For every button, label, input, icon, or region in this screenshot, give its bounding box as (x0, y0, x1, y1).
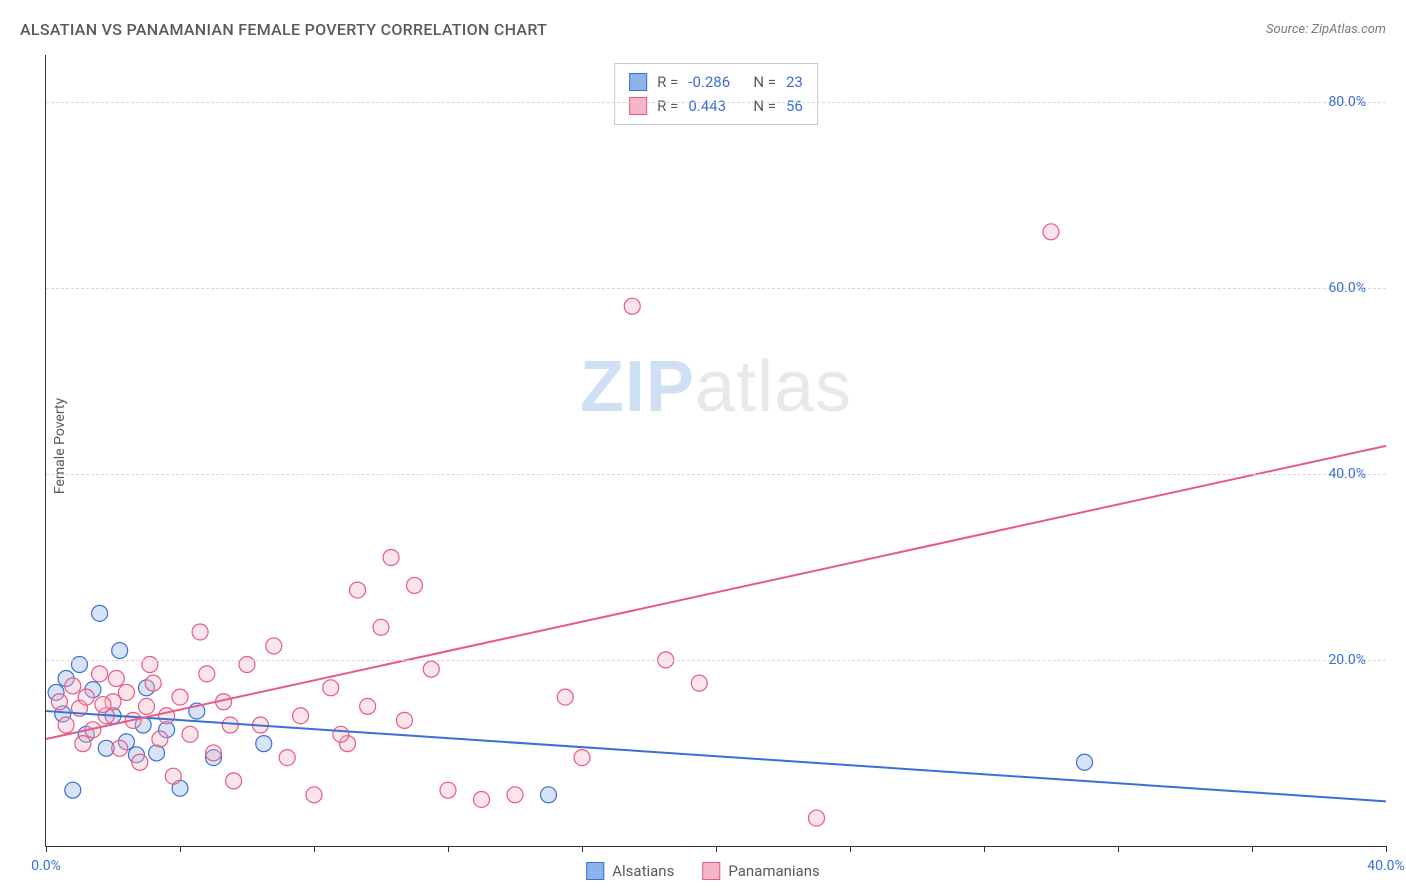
x-tick (180, 846, 181, 852)
data-point (92, 605, 108, 621)
data-point (222, 717, 238, 733)
data-point (51, 694, 67, 710)
legend-swatch (586, 862, 604, 880)
stat-n-value: 56 (786, 94, 803, 118)
data-point (279, 750, 295, 766)
data-point (165, 768, 181, 784)
data-point (350, 582, 366, 598)
data-point (383, 550, 399, 566)
x-tick (448, 846, 449, 852)
gridline (46, 288, 1386, 289)
y-tick-label: 60.0% (1328, 280, 1366, 296)
data-point (360, 698, 376, 714)
x-tick-label: 40.0% (1367, 858, 1405, 874)
legend-swatch (702, 862, 720, 880)
data-point (78, 689, 94, 705)
series-swatch (629, 73, 647, 91)
data-point (139, 698, 155, 714)
data-point (507, 787, 523, 803)
series-swatch (629, 97, 647, 115)
legend-item: Panamanians (702, 862, 819, 880)
data-point (132, 754, 148, 770)
chart-title: ALSATIAN VS PANAMANIAN FEMALE POVERTY CO… (20, 20, 547, 39)
x-tick (582, 846, 583, 852)
x-tick (46, 846, 47, 852)
data-point (1043, 224, 1059, 240)
data-point (396, 712, 412, 728)
data-point (1077, 754, 1093, 770)
stat-r-value: 0.443 (688, 94, 743, 118)
data-point (624, 298, 640, 314)
data-point (574, 750, 590, 766)
data-point (256, 736, 272, 752)
data-point (172, 689, 188, 705)
stat-r-label: R = (657, 94, 678, 118)
data-point (182, 726, 198, 742)
data-point (373, 619, 389, 635)
data-point (266, 638, 282, 654)
data-point (149, 745, 165, 761)
data-point (333, 726, 349, 742)
data-point (92, 666, 108, 682)
data-point (440, 782, 456, 798)
data-point (474, 791, 490, 807)
data-point (306, 787, 322, 803)
data-point (691, 675, 707, 691)
data-point (407, 577, 423, 593)
y-tick-label: 40.0% (1328, 466, 1366, 482)
data-point (206, 745, 222, 761)
stat-n-label: N = (753, 94, 776, 118)
x-tick (716, 846, 717, 852)
trend-line (46, 711, 1386, 801)
data-point (159, 708, 175, 724)
x-tick (1386, 846, 1387, 852)
data-point (809, 810, 825, 826)
legend-label: Panamanians (728, 862, 819, 880)
legend-item: Alsatians (586, 862, 674, 880)
data-point (423, 661, 439, 677)
data-point (557, 689, 573, 705)
stats-row: R = -0.286 N = 23 (629, 70, 803, 94)
data-point (199, 666, 215, 682)
data-point (541, 787, 557, 803)
gridline (46, 474, 1386, 475)
correlation-stats-box: R = -0.286 N = 23 R = 0.443 N = 56 (614, 63, 818, 125)
source-attribution: Source: ZipAtlas.com (1266, 22, 1386, 37)
scatter-plot-svg (46, 55, 1386, 846)
x-tick (314, 846, 315, 852)
y-tick-label: 20.0% (1328, 652, 1366, 668)
chart-plot-area: ZIPatlas R =-0.286N =23R =0.443N =56 20.… (45, 55, 1386, 847)
stat-r-label: R = (657, 70, 678, 94)
data-point (108, 670, 124, 686)
data-point (152, 731, 168, 747)
data-point (65, 782, 81, 798)
data-point (118, 684, 134, 700)
x-tick-label: 0.0% (31, 858, 61, 874)
data-point (112, 643, 128, 659)
data-point (293, 708, 309, 724)
data-point (65, 678, 81, 694)
data-point (58, 717, 74, 733)
data-point (75, 736, 91, 752)
gridline (46, 102, 1386, 103)
data-point (95, 697, 111, 713)
trend-line (46, 446, 1386, 739)
x-tick (984, 846, 985, 852)
stat-n-label: N = (753, 70, 776, 94)
data-point (323, 680, 339, 696)
data-point (145, 675, 161, 691)
stat-n-value: 23 (786, 70, 803, 94)
stats-row: R = 0.443 N = 56 (629, 94, 803, 118)
y-tick-label: 80.0% (1328, 94, 1366, 110)
data-point (226, 773, 242, 789)
data-point (192, 624, 208, 640)
data-point (112, 740, 128, 756)
x-tick (850, 846, 851, 852)
series-legend: Alsatians Panamanians (586, 862, 820, 880)
gridline (46, 660, 1386, 661)
legend-label: Alsatians (612, 862, 674, 880)
stat-r-value: -0.286 (688, 70, 743, 94)
x-tick (1118, 846, 1119, 852)
x-tick (1252, 846, 1253, 852)
